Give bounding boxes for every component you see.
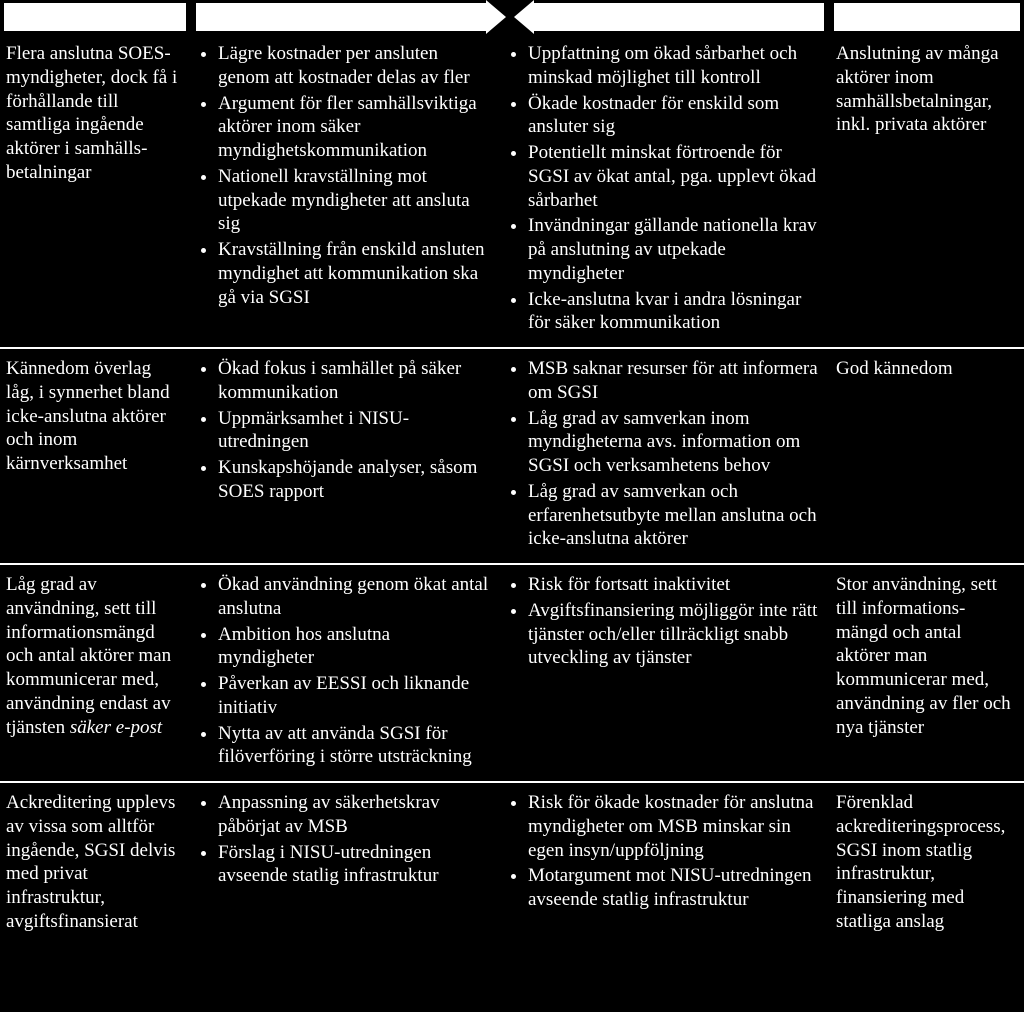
header-left: [0, 0, 190, 34]
list-item: Icke-anslutna kvar i andra lösningar för…: [528, 288, 820, 336]
current-state-cell: Kännedom överlag låg, i synnerhet bland …: [0, 348, 190, 564]
list-item: Lägre kostnader per ansluten genom att k…: [218, 42, 490, 90]
table-row: Låg grad av användning, sett till inform…: [0, 564, 1024, 782]
list-item: Argument för fler samhällsviktiga aktöre…: [218, 92, 490, 163]
list-item: Uppmärksamhet i NISU-utredningen: [218, 407, 490, 455]
current-state-cell: Ackreditering upplevs av vissa som alltf…: [0, 782, 190, 944]
arrow-driving-tip: [486, 0, 506, 34]
list-item: Nationell kravställning mot utpekade myn…: [218, 165, 490, 236]
arrow-driving: [196, 3, 486, 31]
content-table: Flera anslutna SOES-myndigheter, dock få…: [0, 34, 1024, 944]
list-item: Nytta av att använda SGSI för filöverför…: [218, 722, 490, 770]
list-item: Ökade kostnader för enskild som ansluter…: [528, 92, 820, 140]
list-item: Kunskapshöjande analyser, såsom SOES rap…: [218, 456, 490, 504]
list-item: Avgiftsfinansiering möjliggör inte rätt …: [528, 599, 820, 670]
restraining-forces-cell: Risk för ökade kostnader för anslutna my…: [500, 782, 830, 944]
header-right: [830, 0, 1024, 34]
header-arrows: [190, 0, 830, 34]
driving-forces-cell: Lägre kostnader per ansluten genom att k…: [190, 34, 500, 348]
list-item: Anpassning av säkerhetskrav påbörjat av …: [218, 791, 490, 839]
list-item: Låg grad av samverkan inom myndigheterna…: [528, 407, 820, 478]
list-item: Potentiellt minskat förtroende för SGSI …: [528, 141, 820, 212]
restraining-forces-cell: Risk för fortsatt inaktivitetAvgiftsfina…: [500, 564, 830, 782]
arrow-restraining-tip: [514, 0, 534, 34]
desired-state-cell: Anslutning av många aktörer inom samhäll…: [830, 34, 1024, 348]
table-row: Flera anslutna SOES-myndigheter, dock få…: [0, 34, 1024, 348]
desired-state-cell: God kännedom: [830, 348, 1024, 564]
list-item: Uppfattning om ökad sårbarhet och minska…: [528, 42, 820, 90]
driving-forces-cell: Anpassning av säkerhetskrav påbörjat av …: [190, 782, 500, 944]
list-item: Ökad fokus i samhället på säker kommunik…: [218, 357, 490, 405]
desired-state-cell: Förenklad ackrediteringsprocess, SGSI in…: [830, 782, 1024, 944]
list-item: Risk för fortsatt inaktivitet: [528, 573, 820, 597]
list-item: Påverkan av EESSI och liknande initiativ: [218, 672, 490, 720]
list-item: Kravställning från enskild ansluten mynd…: [218, 238, 490, 309]
driving-forces-cell: Ökad fokus i samhället på säker kommunik…: [190, 348, 500, 564]
current-state-cell: Flera anslutna SOES-myndigheter, dock få…: [0, 34, 190, 348]
arrow-restraining: [534, 3, 824, 31]
current-state-cell: Låg grad av användning, sett till inform…: [0, 564, 190, 782]
list-item: MSB saknar resurser för att informera om…: [528, 357, 820, 405]
list-item: Ambition hos anslutna myndigheter: [218, 623, 490, 671]
force-field-table: Flera anslutna SOES-myndigheter, dock få…: [0, 0, 1024, 944]
list-item: Motargument mot NISU-utredningen avseend…: [528, 864, 820, 912]
restraining-forces-cell: Uppfattning om ökad sårbarhet och minska…: [500, 34, 830, 348]
restraining-forces-cell: MSB saknar resurser för att informera om…: [500, 348, 830, 564]
table-row: Ackreditering upplevs av vissa som alltf…: [0, 782, 1024, 944]
list-item: Låg grad av samverkan och erfarenhetsutb…: [528, 480, 820, 551]
list-item: Förslag i NISU-utredningen avseende stat…: [218, 841, 490, 889]
list-item: Risk för ökade kostnader för anslutna my…: [528, 791, 820, 862]
desired-state-cell: Stor användning, sett till informations-…: [830, 564, 1024, 782]
driving-forces-cell: Ökad användning genom ökat antal anslutn…: [190, 564, 500, 782]
header-row: [0, 0, 1024, 34]
table-row: Kännedom överlag låg, i synnerhet bland …: [0, 348, 1024, 564]
list-item: Ökad användning genom ökat antal anslutn…: [218, 573, 490, 621]
list-item: Invändningar gällande nationella krav på…: [528, 214, 820, 285]
